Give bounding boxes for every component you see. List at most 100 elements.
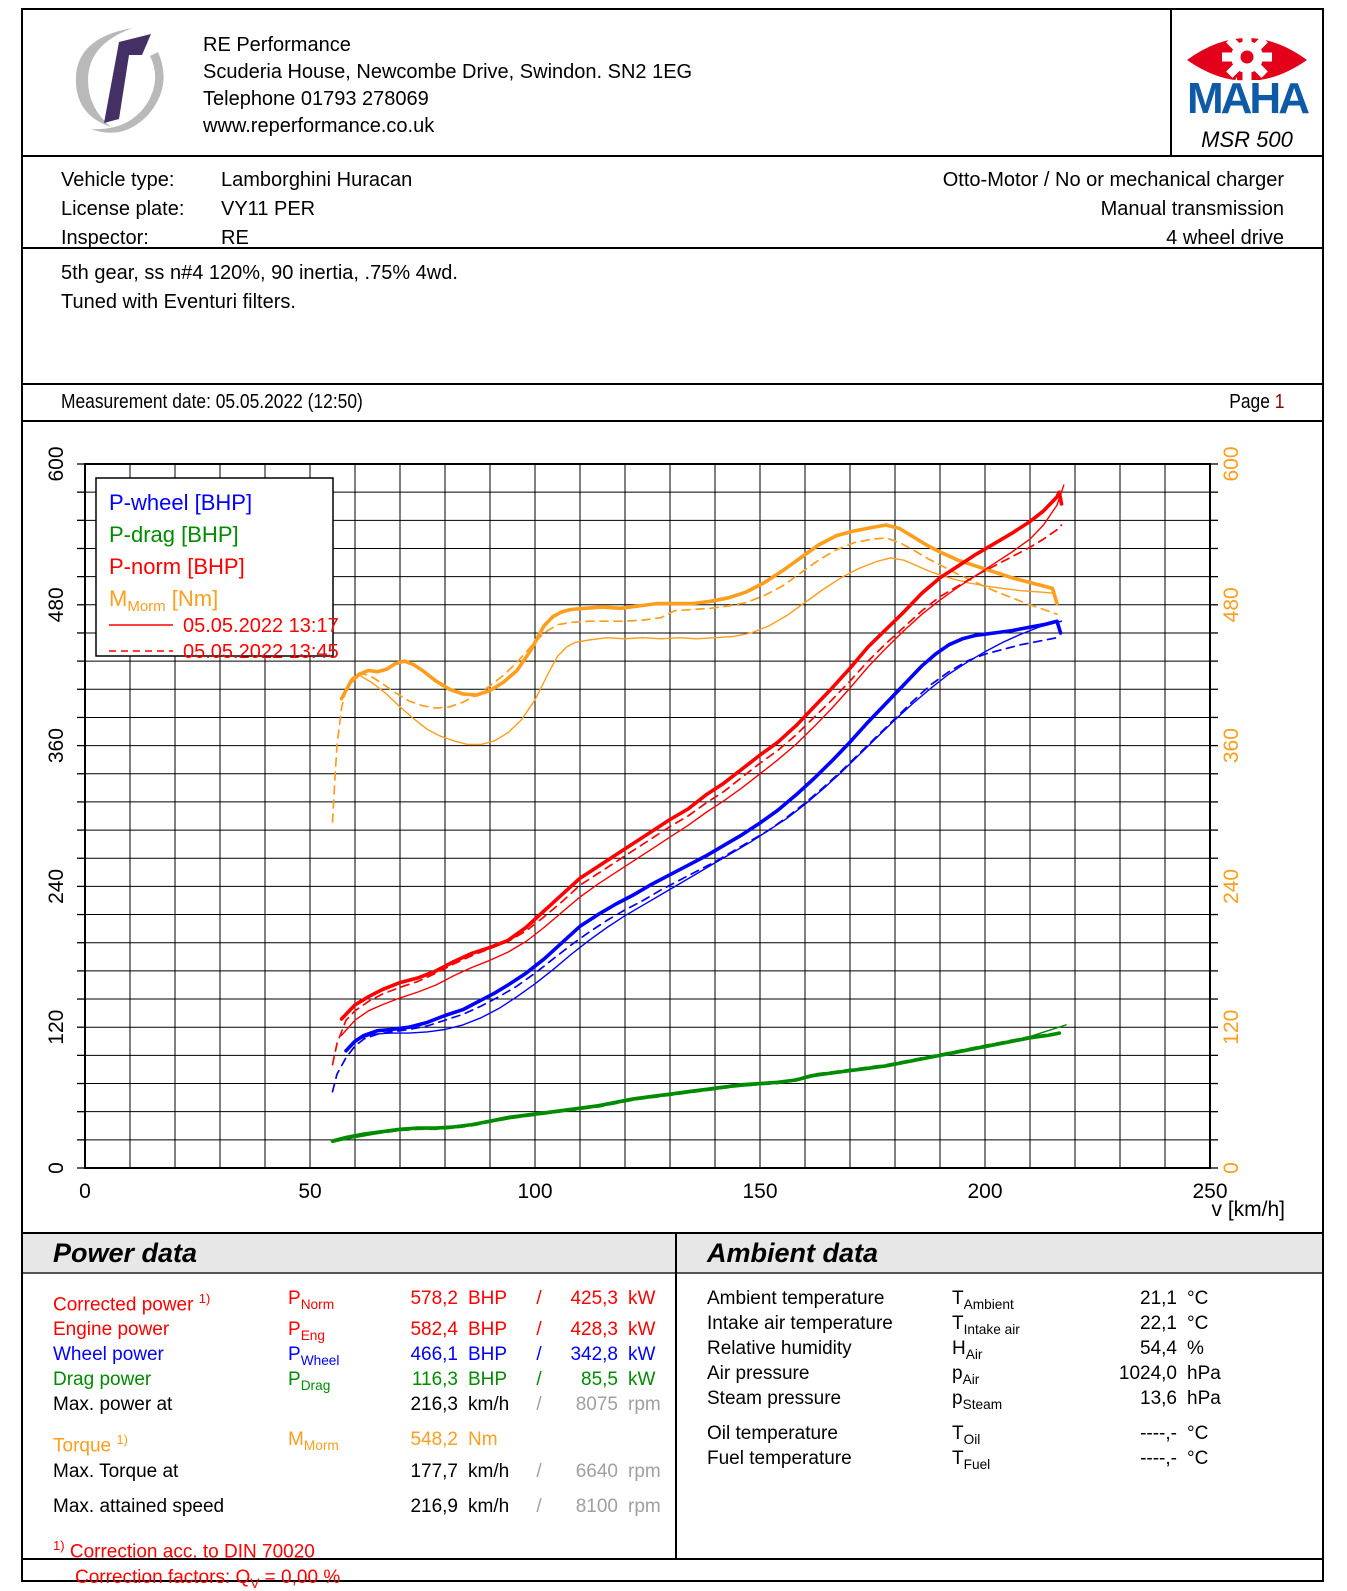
y-tick-label-left: 0 xyxy=(45,1162,68,1174)
ambient-data-title: Ambient data xyxy=(677,1234,1322,1274)
power-row-value-2: 8100 xyxy=(575,1495,618,1517)
power-row: Max. power at 216,3 km/h / 8075 rpm xyxy=(53,1392,675,1417)
report-page: RE Performance Scuderia House, Newcombe … xyxy=(21,8,1324,1590)
ambient-row-label: Intake air temperature xyxy=(707,1313,893,1334)
ambient-row: Air pressure pAir 1024,0 hPa xyxy=(707,1361,1322,1386)
device-model: MSR 500 xyxy=(1201,127,1293,152)
power-row-unit-1: BHP xyxy=(468,1344,508,1366)
x-tick-label: 0 xyxy=(79,1180,91,1203)
power-data-title: Power data xyxy=(23,1234,675,1274)
ambient-row-label: Fuel temperature xyxy=(707,1448,852,1469)
curve-pwheel-1345 xyxy=(331,636,1058,1093)
power-row-unit-2: rpm xyxy=(628,1460,661,1482)
curve-pdrag-1317 xyxy=(330,1031,1062,1143)
power-row: Max. attained speed 216,9 km/h / 8100 rpm xyxy=(53,1494,675,1519)
vehicle-info-right: Otto-Motor / No or mechanical charger Ma… xyxy=(943,166,1284,253)
curve-torque-thin xyxy=(358,557,1054,746)
power-row-symbol: MMorm xyxy=(288,1429,339,1454)
header-left: RE Performance Scuderia House, Newcombe … xyxy=(23,10,1170,155)
power-data-panel: Power data Corrected power 1) PNorm 578,2 B… xyxy=(23,1234,677,1590)
power-row: Wheel power PWheel 466,1 BHP / 342,8 kW xyxy=(53,1342,675,1367)
power-row-label: Engine power xyxy=(53,1319,170,1341)
power-row: Torque 1) MMorm 548,2 Nm xyxy=(53,1427,675,1458)
legend-entry: P-wheel [BHP] xyxy=(109,490,252,515)
ambient-row: Fuel temperature TFuel ----,- °C xyxy=(707,1446,1322,1471)
footer-strip xyxy=(23,1558,1322,1580)
ambient-row-value: ----,- xyxy=(1140,1423,1177,1444)
power-row-label: Torque 1) xyxy=(53,1432,128,1457)
curve-pwheel-1317 xyxy=(344,619,1063,1053)
power-row-unit-2: kW xyxy=(628,1344,656,1366)
y-tick-label-right: 120 xyxy=(1220,1010,1243,1045)
power-row-value-1: 216,9 xyxy=(410,1495,458,1517)
y-tick-label-right: 0 xyxy=(1220,1162,1243,1174)
page-label: Page xyxy=(1228,391,1275,413)
power-row-value-2: 342,8 xyxy=(570,1344,618,1366)
curve-pnorm-thin xyxy=(340,484,1065,1037)
power-row-unit-1: BHP xyxy=(468,1288,508,1309)
ambient-row-unit: °C xyxy=(1187,1423,1209,1444)
ambient-row-symbol: TOil xyxy=(952,1423,981,1447)
ambient-data-panel: Ambient data Ambient temperature TAmbient… xyxy=(677,1234,1322,1558)
legend-run-label: 05.05.2022 13:45 xyxy=(183,641,339,663)
ambient-row-value: 1024,0 xyxy=(1118,1363,1177,1384)
power-row-symbol xyxy=(288,1392,383,1417)
power-row-label: Drag power xyxy=(53,1369,152,1391)
ambient-row: Steam pressure pSteam 13,6 hPa xyxy=(707,1386,1322,1411)
curve-torque-1345 xyxy=(331,537,1058,823)
dyno-chart: 0 50 100 150 200 250 0 120 240 360 480 600 0 120 240 36… xyxy=(45,446,1285,1221)
power-row-label: Max. Torque at xyxy=(53,1460,179,1482)
power-row-value-1: 582,4 xyxy=(410,1319,458,1341)
legend-run-label: 05.05.2022 13:17 xyxy=(183,615,339,637)
ambient-row-symbol: TAmbient xyxy=(952,1288,1014,1312)
power-row-value-1: 177,7 xyxy=(410,1460,458,1482)
power-row-unit-2 xyxy=(618,1427,668,1458)
power-row-label: Max. attained speed xyxy=(53,1495,225,1517)
y-tick-label-right: 240 xyxy=(1220,869,1243,904)
power-row-value-1: 216,3 xyxy=(410,1394,458,1416)
power-row-value-2: 425,3 xyxy=(570,1288,618,1309)
note-line-1: 5th gear, ss n#4 120%, 90 inertia, .75% … xyxy=(61,262,458,284)
y-tick-label-right: 600 xyxy=(1220,446,1243,481)
power-row-symbol xyxy=(288,1494,383,1519)
power-footnote: 1) Correction acc. to DIN 70020 xyxy=(53,1537,315,1562)
power-row-symbol: PNorm xyxy=(288,1288,335,1312)
header-device: MAHA MSR 500 xyxy=(1170,10,1322,155)
ambient-row-symbol: TIntake air xyxy=(952,1313,1020,1337)
transmission-type: Manual transmission xyxy=(1100,198,1284,220)
power-row-separator: / xyxy=(536,1344,542,1366)
power-row-symbol: PWheel xyxy=(288,1344,340,1369)
y-tick-label-left: 480 xyxy=(45,587,68,622)
inspector-label: Inspector: xyxy=(61,227,149,249)
vehicle-type-label: Vehicle type: xyxy=(61,169,175,191)
ambient-row-label: Oil temperature xyxy=(707,1423,838,1444)
power-row-value-1: 116,3 xyxy=(411,1369,458,1391)
power-row-unit-1: km/h xyxy=(468,1460,510,1482)
ambient-data-rows: Ambient temperature TAmbient 21,1 °C Intake … xyxy=(677,1274,1322,1471)
ambient-row: Oil temperature TOil ----,- °C xyxy=(707,1421,1322,1446)
power-row-value-2: 6640 xyxy=(575,1460,618,1482)
company-telephone: Telephone 01793 278069 xyxy=(203,88,429,110)
vehicle-type-value: Lamborghini Huracan xyxy=(221,169,413,191)
maha-wordmark: MAHA xyxy=(1187,74,1309,120)
x-axis-title: v [km/h] xyxy=(1211,1198,1285,1221)
plot-border xyxy=(84,463,1211,1169)
ambient-row-symbol: pSteam xyxy=(952,1388,1003,1412)
power-row: Corrected power 1) PNorm 578,2 BHP / 425,3 kW xyxy=(53,1286,675,1317)
y-tick-label-left: 600 xyxy=(45,446,68,481)
axis-ticks xyxy=(77,463,1218,1169)
company-name: RE Performance xyxy=(203,34,351,56)
x-tick-label: 200 xyxy=(967,1180,1002,1203)
x-tick-label: 50 xyxy=(298,1180,321,1203)
power-row: Max. Torque at 177,7 km/h / 6640 rpm xyxy=(53,1459,675,1484)
power-row-separator: / xyxy=(536,1495,542,1517)
power-row-value-1: 466,1 xyxy=(410,1344,458,1366)
ambient-row-unit: % xyxy=(1187,1338,1204,1359)
x-tick-label: 250 xyxy=(1192,1180,1227,1203)
power-row-label: Max. power at xyxy=(53,1394,173,1416)
power-row: Engine power PEng 582,4 BHP / 428,3 kW xyxy=(53,1317,675,1342)
company-address: Scuderia House, Newcombe Drive, Swindon.… xyxy=(203,61,693,83)
y-tick-label-right: 360 xyxy=(1220,728,1243,763)
power-row-unit-1: km/h xyxy=(468,1495,510,1517)
power-row-unit-2: rpm xyxy=(628,1394,661,1416)
